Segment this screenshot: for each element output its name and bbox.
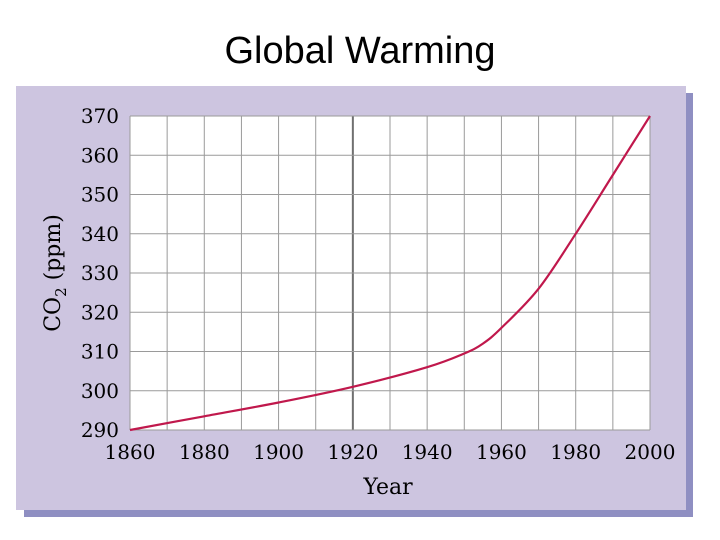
y-tick-label: 370: [81, 104, 119, 128]
y-axis-label-subscript: 2: [52, 287, 70, 297]
x-tick-label: 1900: [253, 440, 304, 464]
y-tick-label: 290: [81, 418, 119, 442]
y-tick-label: 360: [81, 143, 119, 167]
grid: [129, 115, 651, 431]
x-tick-label: 1880: [179, 440, 230, 464]
slide-title: Global Warming: [224, 30, 496, 72]
x-tick-label: 1860: [105, 440, 156, 464]
y-tick-label: 310: [81, 340, 119, 364]
x-tick-label: 1960: [476, 440, 527, 464]
y-axis-label-main: CO: [41, 297, 66, 332]
x-tick-label: 1920: [327, 440, 378, 464]
co2-series-line: [129, 115, 651, 432]
tick-labels: 290 300 310 320 330 340 350 360 370 1860 1880 1900 1…: [81, 104, 676, 464]
y-tick-label: 340: [81, 222, 119, 246]
y-axis-label-unit: (ppm): [41, 214, 66, 287]
y-tick-label: 320: [81, 300, 119, 324]
y-tick-label: 350: [81, 183, 119, 207]
x-tick-label: 1940: [402, 440, 453, 464]
x-tick-label: 1980: [550, 440, 601, 464]
y-axis-label: CO2 (ppm): [41, 214, 70, 332]
y-tick-label: 300: [81, 379, 119, 403]
y-tick-label: 330: [81, 261, 119, 285]
x-axis-label: Year: [362, 475, 413, 500]
x-tick-label: 2000: [625, 440, 676, 464]
